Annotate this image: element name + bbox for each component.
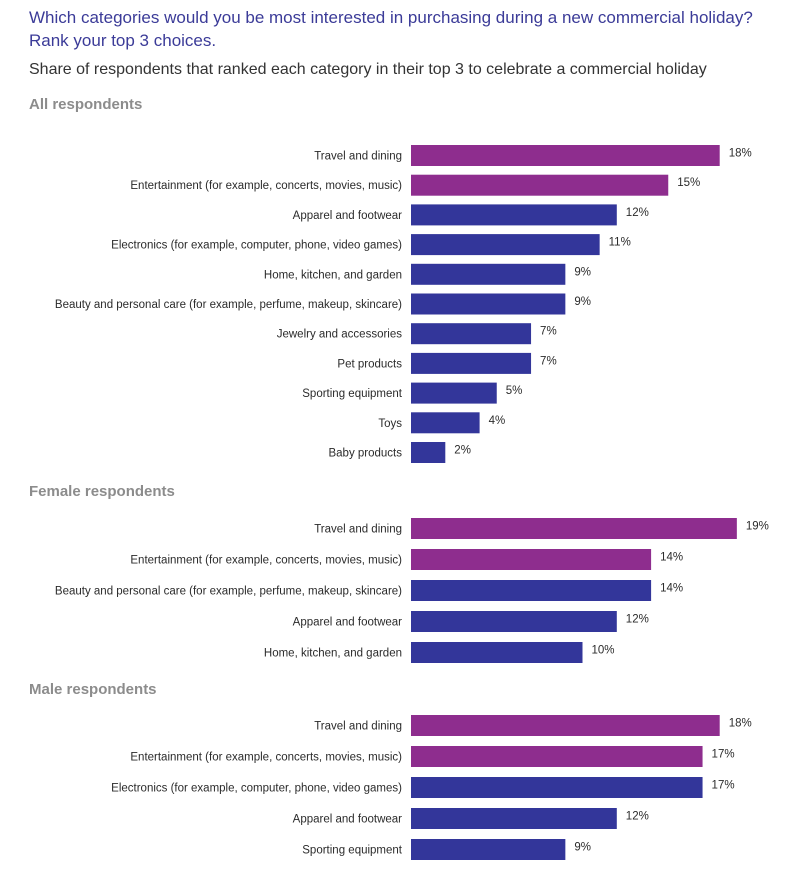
category-label-all-1: Entertainment (for example, concerts, mo…	[130, 180, 402, 192]
bar-chart-all-respondents: Travel and dining 18% Entertainment (for e…	[55, 145, 752, 463]
bar-female-4	[411, 642, 583, 663]
value-label-all-0: 18%	[729, 148, 752, 160]
category-label-male-2: Electronics (for example, computer, phon…	[111, 783, 402, 795]
value-label-all-4: 9%	[574, 266, 591, 278]
bar-all-1	[411, 174, 669, 196]
value-label-female-3: 12%	[626, 614, 649, 626]
value-label-female-4: 10%	[592, 645, 615, 657]
bar-female-3	[411, 611, 617, 632]
category-label-female-2: Beauty and personal care (for example, p…	[55, 586, 402, 598]
bar-all-4	[411, 263, 566, 285]
value-label-all-10: 2%	[454, 445, 471, 457]
category-label-female-4: Home, kitchen, and garden	[264, 648, 402, 660]
category-label-male-0: Travel and dining	[314, 721, 402, 733]
bar-all-9	[411, 412, 480, 434]
section-title-all: All respondents	[29, 96, 143, 113]
category-label-all-10: Baby products	[328, 448, 402, 460]
category-label-female-1: Entertainment (for example, concerts, mo…	[130, 555, 402, 567]
bar-female-2	[411, 580, 652, 601]
value-label-male-3: 12%	[626, 811, 649, 823]
category-label-female-0: Travel and dining	[314, 524, 402, 536]
category-label-all-9: Toys	[378, 418, 402, 430]
category-label-female-3: Apparel and footwear	[293, 617, 402, 629]
value-label-all-2: 12%	[626, 207, 649, 219]
value-label-all-3: 11%	[609, 237, 631, 249]
bar-female-0	[411, 518, 737, 539]
bar-chart-male-respondents: Travel and dining 18% Entertainment (for e…	[111, 715, 752, 860]
value-label-male-1: 17%	[712, 749, 735, 761]
category-label-all-8: Sporting equipment	[302, 388, 403, 400]
value-label-all-7: 7%	[540, 355, 557, 367]
category-label-all-4: Home, kitchen, and garden	[264, 269, 402, 281]
bar-male-2	[411, 777, 703, 798]
category-label-male-4: Sporting equipment	[302, 845, 403, 857]
bar-all-0	[411, 145, 720, 166]
bar-male-0	[411, 715, 720, 736]
bar-all-7	[411, 352, 532, 374]
bar-all-10	[411, 442, 446, 463]
value-label-all-1: 15%	[677, 177, 700, 189]
bar-all-5	[411, 293, 566, 315]
category-label-all-7: Pet products	[337, 358, 402, 370]
section-title-male: Male respondents	[29, 681, 157, 698]
bar-all-8	[411, 382, 497, 404]
bar-male-3	[411, 808, 617, 829]
bar-female-1	[411, 549, 652, 570]
bar-all-6	[411, 323, 532, 345]
bar-all-2	[411, 204, 617, 226]
bar-all-3	[411, 234, 600, 256]
category-label-all-0: Travel and dining	[314, 151, 402, 163]
value-label-male-0: 18%	[729, 718, 752, 730]
category-label-all-6: Jewelry and accessories	[277, 329, 403, 341]
value-label-male-2: 17%	[712, 780, 735, 792]
category-label-male-3: Apparel and footwear	[293, 814, 402, 826]
bar-male-1	[411, 746, 703, 767]
category-label-male-1: Entertainment (for example, concerts, mo…	[130, 752, 402, 764]
section-title-female: Female respondents	[29, 483, 175, 500]
value-label-all-6: 7%	[540, 326, 557, 338]
value-label-female-2: 14%	[660, 583, 683, 595]
bar-chart-female-respondents: Travel and dining 19% Entertainment (for e…	[55, 518, 769, 663]
chart-subtitle: Share of respondents that ranked each ca…	[29, 61, 707, 78]
chart-title: Which categories would you be most inter…	[29, 8, 753, 50]
category-label-all-3: Electronics (for example, computer, phon…	[111, 240, 402, 252]
value-label-female-0: 19%	[746, 521, 769, 533]
value-label-all-9: 4%	[489, 415, 506, 427]
category-label-all-2: Apparel and footwear	[293, 210, 402, 222]
bar-male-4	[411, 839, 566, 860]
category-label-all-5: Beauty and personal care (for example, p…	[55, 299, 402, 311]
value-label-female-1: 14%	[660, 552, 683, 564]
value-label-all-8: 5%	[506, 385, 523, 397]
value-label-all-5: 9%	[574, 296, 591, 308]
value-label-male-4: 9%	[574, 842, 591, 854]
